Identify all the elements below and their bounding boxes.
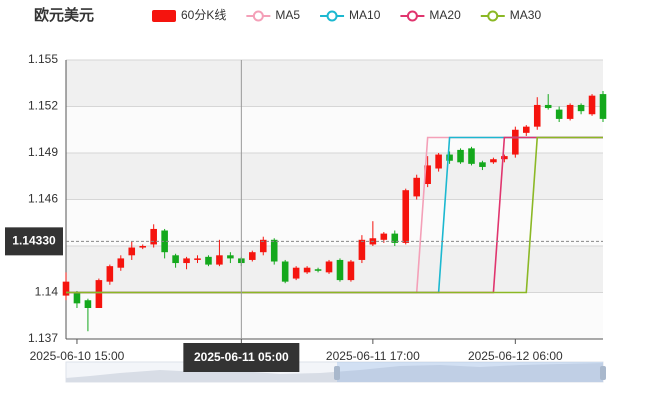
zoom-handle[interactable] [600,366,606,380]
candle-body [358,239,366,260]
candle-body [292,267,300,279]
candle-body [183,258,190,264]
legend-label: MA5 [275,8,300,22]
candle-body [468,148,475,164]
candle-body [512,129,519,155]
candle-body [446,154,453,161]
candle-body [424,165,431,184]
candle-body [566,104,574,119]
candle-body [533,104,541,127]
crosshair-y-box [5,227,63,256]
candle-body [435,154,442,169]
candle-body [95,280,103,308]
legend-label: MA20 [429,8,461,22]
candle-body [73,292,81,304]
x-tick-label: 2025-06-10 15:00 [30,349,125,363]
candle-body [325,261,333,273]
candle-body [522,126,530,133]
plot-band [66,153,603,200]
plot-band [66,106,603,153]
chart-title: 欧元美元 [34,6,94,24]
legend-label: MA10 [349,8,381,22]
plot-band [66,292,603,339]
plot-background [66,60,603,339]
y-tick-label: 1.152 [28,99,58,113]
candle-body [270,239,278,262]
crosshair-y-label: 1.14330 [12,234,56,248]
crosshair-x-label: 2025-06-11 05:00 [194,350,289,364]
candle-body [249,252,256,260]
legend-swatch [252,10,264,22]
legend-label: 60分K线 [181,8,226,22]
zoom-window[interactable] [337,362,603,382]
candle-body [216,255,223,265]
y-tick-label: 1.137 [28,331,58,345]
candle-body [588,95,596,115]
candle-body [106,266,114,282]
candle-body [336,259,344,281]
candle-body [205,256,212,265]
candle-body [150,228,157,245]
x-tick-label: 2025-06-11 17:00 [326,349,420,363]
candle-body [501,156,508,160]
zoom-handle[interactable] [334,366,340,380]
y-tick-label: 1.146 [28,192,58,206]
candle-body [303,267,311,273]
candle-body [194,258,201,260]
candle-body [172,255,179,264]
candle-body [281,261,289,282]
plot-band [66,60,603,107]
x-tick-label: 2025-06-12 06:00 [468,349,563,363]
legend-swatch [406,10,418,22]
candle-body [544,104,552,109]
plot-band [66,199,603,246]
candle-body [128,247,136,256]
plot-band [66,246,603,293]
legend-label: MA30 [510,8,542,22]
candle-body [139,246,147,248]
data-zoom[interactable] [65,361,606,383]
candle-body [347,261,355,281]
candle-body [380,233,388,240]
candle-body [227,255,234,259]
candle-body [117,258,125,268]
candle-body [599,94,607,119]
candle-body [402,190,410,243]
candle-body [259,239,267,253]
legend-swatch [152,10,176,22]
candle-body [479,162,486,167]
candle-body [84,300,92,308]
legend-swatch [487,10,499,22]
candle-body [391,233,399,243]
candle-body [490,159,497,163]
candle-body [413,177,420,197]
candle-body [555,109,563,119]
legend-swatch [326,10,338,22]
y-tick-label: 1.149 [28,145,58,159]
ma-line [66,136,603,294]
y-tick-label: 1.14 [35,285,59,299]
candle-body [457,149,464,163]
candle-body [314,269,322,271]
candle-body [577,104,585,112]
candle-body [62,281,70,296]
crosshair-x-box [183,343,300,372]
y-tick-label: 1.155 [28,52,58,66]
candle-body [161,230,168,253]
